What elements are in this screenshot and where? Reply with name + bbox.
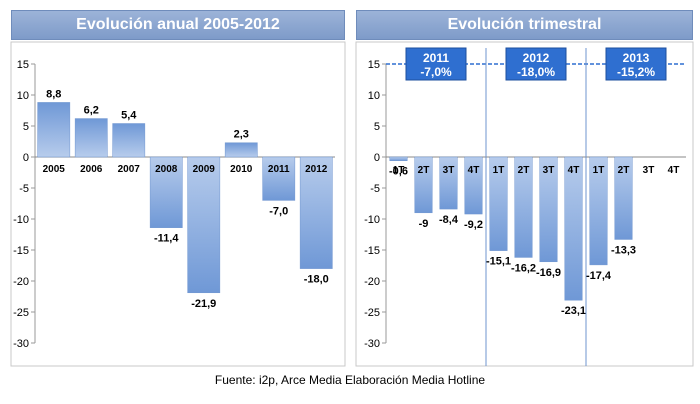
year-badge-change: -7,0% <box>420 65 452 79</box>
x-tick-label: 2010 <box>230 164 253 175</box>
year-badge-year: 2011 <box>423 51 449 65</box>
y-tick-label: -20 <box>364 276 380 288</box>
y-tick-label: -20 <box>13 276 29 288</box>
data-label: -16,9 <box>536 267 561 279</box>
data-label: -11,4 <box>154 233 179 245</box>
data-label: -9,2 <box>464 219 483 231</box>
y-tick-label: 15 <box>17 59 29 71</box>
y-tick-label: -10 <box>13 214 29 226</box>
year-badge-change: -18,0% <box>517 65 555 79</box>
x-tick-label: 2T <box>618 165 630 176</box>
bar <box>539 156 558 263</box>
x-tick-label: 1T <box>593 165 605 176</box>
bar <box>614 156 633 240</box>
x-tick-label: 1T <box>493 165 505 176</box>
y-tick-label: -25 <box>13 307 29 319</box>
x-tick-label: 3T <box>543 165 555 176</box>
data-label: 8,8 <box>46 88 61 100</box>
data-label: 5,4 <box>121 110 137 122</box>
annual-chart-frame <box>10 41 346 367</box>
data-label: -23,1 <box>561 305 586 317</box>
x-tick-label: 2T <box>518 165 530 176</box>
annual-chart-title: Evolución anual 2005-2012 <box>11 10 345 40</box>
bar <box>514 156 533 258</box>
x-tick-label: 4T <box>468 165 480 176</box>
quarterly-chart: 151050-5-10-15-20-25-30-0,61T-92T-8,43T-… <box>364 47 686 366</box>
quarterly-chart-frame <box>355 41 694 367</box>
year-badge <box>505 47 567 81</box>
data-label: -7,0 <box>269 205 288 217</box>
bar <box>464 156 483 215</box>
bar <box>489 156 508 251</box>
data-label: -8,4 <box>439 214 459 226</box>
data-label: -16,2 <box>511 262 536 274</box>
data-label: 6,2 <box>84 105 99 117</box>
x-tick-label: 2012 <box>305 164 328 175</box>
y-tick-label: -10 <box>364 214 380 226</box>
y-tick-label: 5 <box>23 121 29 133</box>
bar <box>414 156 433 214</box>
x-tick-label: 2007 <box>118 164 141 175</box>
x-tick-label: 2T <box>418 165 430 176</box>
bar <box>187 156 221 294</box>
y-tick-label: -5 <box>19 183 29 195</box>
y-tick-label: -30 <box>364 338 380 350</box>
x-tick-label: 4T <box>568 165 580 176</box>
y-tick-label: 15 <box>368 59 380 71</box>
x-tick-label: 2008 <box>155 164 178 175</box>
year-badge-year: 2013 <box>623 51 650 65</box>
x-tick-label: 4T <box>668 165 680 176</box>
x-tick-label: 3T <box>643 165 655 176</box>
y-tick-label: 10 <box>368 90 380 102</box>
y-tick-label: 0 <box>23 152 29 164</box>
bar <box>564 156 583 301</box>
y-tick-label: -5 <box>370 183 380 195</box>
data-label: -17,4 <box>586 270 612 282</box>
x-tick-label: 3T <box>443 165 455 176</box>
x-tick-label: 2005 <box>43 164 66 175</box>
bar <box>74 118 108 158</box>
bar <box>149 156 183 228</box>
y-tick-label: 10 <box>17 90 29 102</box>
year-badge-year: 2012 <box>523 51 550 65</box>
y-tick-label: -15 <box>364 245 380 257</box>
year-badge-change: -15,2% <box>617 65 655 79</box>
bar <box>37 102 71 158</box>
x-tick-label: 1T <box>393 165 405 176</box>
year-badge <box>405 47 467 81</box>
bar <box>439 156 458 210</box>
bar <box>299 156 333 269</box>
y-tick-label: -25 <box>364 307 380 319</box>
data-label: -9 <box>419 218 429 230</box>
data-label: -21,9 <box>191 298 216 310</box>
y-tick-label: 0 <box>374 152 380 164</box>
x-tick-label: 2006 <box>80 164 103 175</box>
y-tick-label: -30 <box>13 338 29 350</box>
year-badge <box>605 47 667 81</box>
data-label: -15,1 <box>486 256 511 268</box>
bar <box>389 156 408 161</box>
x-tick-label: 2009 <box>193 164 216 175</box>
y-tick-label: -15 <box>13 245 29 257</box>
bar <box>224 142 258 158</box>
data-label: -18,0 <box>304 274 329 286</box>
data-label: -0,6 <box>389 166 408 178</box>
x-tick-label: 2011 <box>268 164 290 175</box>
bar <box>112 123 146 158</box>
source-note: Fuente: i2p, Arce Media Elaboración Medi… <box>214 373 486 387</box>
y-tick-label: 5 <box>374 121 380 133</box>
annual-chart: 15 10 5 0 -5 -10 -15 -20 -25 -30 8,8 2005 6,2 2006 5,4… <box>13 59 335 350</box>
data-label: -13,3 <box>611 244 636 256</box>
bar <box>589 156 608 266</box>
quarterly-chart-title: Evolución trimestral <box>356 10 693 40</box>
data-label: 2,3 <box>234 129 249 141</box>
bar <box>262 156 296 201</box>
